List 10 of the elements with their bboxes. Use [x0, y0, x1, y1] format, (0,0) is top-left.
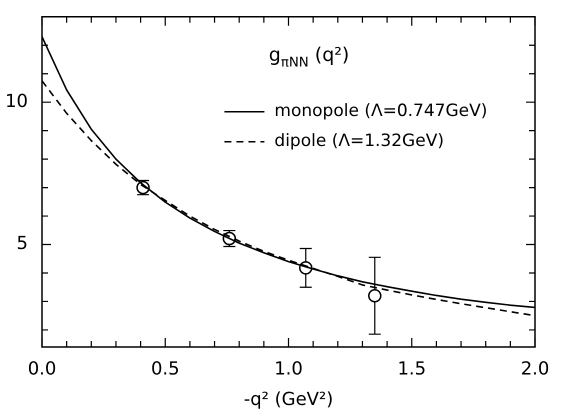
- y-tick-label: 10: [5, 90, 28, 112]
- x-tick-label: 2.0: [520, 358, 550, 380]
- x-tick-label: 0.0: [28, 358, 56, 380]
- x-axis-title: -q² (GeV²): [244, 388, 334, 410]
- legend-label: dipole (Λ=1.32GeV): [274, 131, 444, 152]
- x-tick-label: 0.5: [150, 358, 180, 380]
- legend-label: monopole (Λ=0.747GeV): [274, 101, 488, 122]
- y-tick-label: 5: [16, 233, 28, 254]
- x-tick-label: 1.0: [274, 358, 303, 380]
- x-tick-label: 1.5: [397, 358, 426, 380]
